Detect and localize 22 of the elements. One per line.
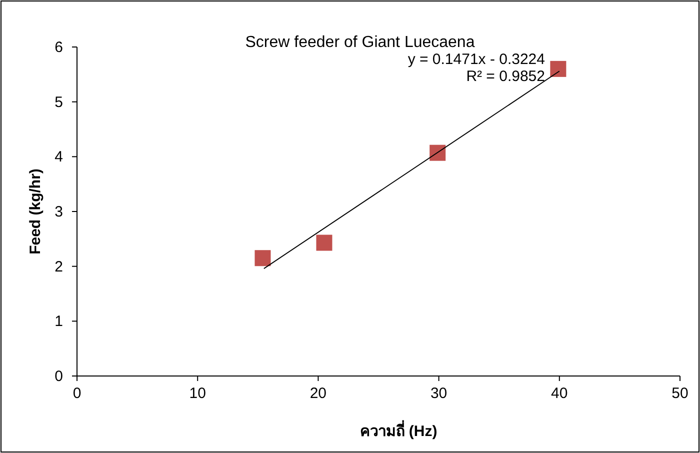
y-tick-label: 5 [54, 94, 63, 111]
y-tick-label: 6 [54, 39, 63, 56]
y-tick-label: 0 [54, 368, 63, 385]
point [316, 234, 332, 251]
x-tick-label: 10 [189, 385, 206, 402]
annotation: y = 0.1471x - 0.3224 [408, 51, 545, 68]
chart-title: Screw feeder of Giant Luecaena [245, 34, 475, 51]
x-tick-label: 0 [72, 385, 82, 402]
x-tick-label: 20 [310, 385, 327, 402]
point [550, 60, 566, 77]
y-tick-label: 4 [54, 148, 63, 166]
point [430, 144, 446, 161]
annotation: R² = 0.9852 [466, 68, 545, 85]
x-axis-title: ความถี่ (Hz) [360, 420, 438, 440]
x-tick-label: 30 [430, 385, 448, 402]
point [254, 250, 271, 266]
y-tick-label: 1 [54, 313, 63, 330]
x-tick-label: 50 [672, 385, 688, 402]
y-tick-label: 2 [54, 258, 63, 276]
x-tick-label: 40 [551, 385, 568, 402]
y-axis-title: Feed (kg/hr) [27, 168, 44, 254]
y-tick-label: 3 [54, 204, 63, 220]
